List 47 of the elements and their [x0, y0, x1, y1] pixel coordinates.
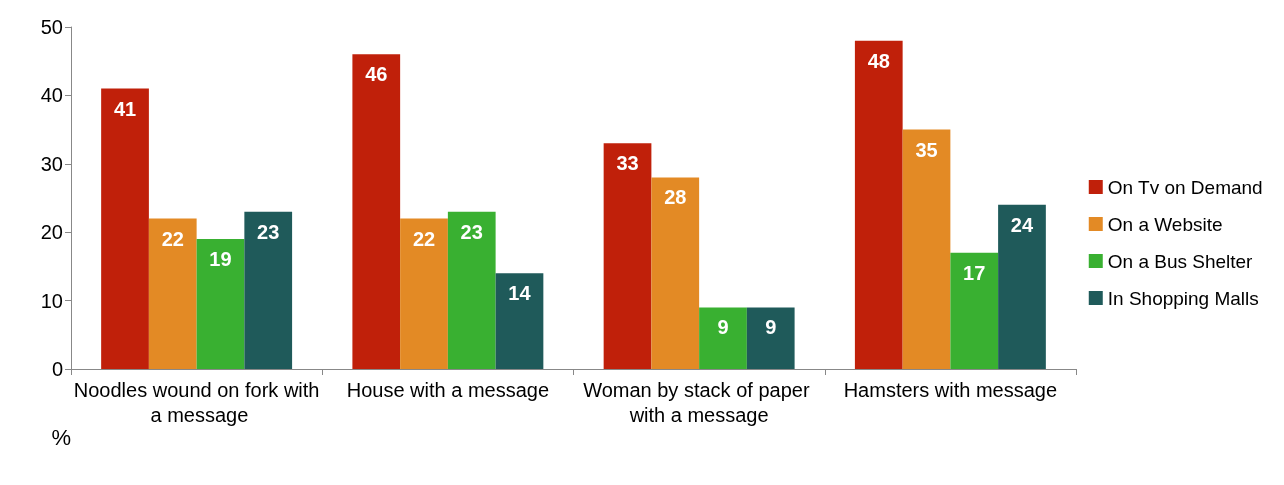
data-label: 17 — [963, 261, 986, 284]
data-label: 41 — [113, 97, 137, 120]
bar — [746, 307, 795, 369]
bar — [148, 218, 197, 369]
x-tick-label: Hamsters with message — [843, 378, 1058, 401]
y-tick-label: 30 — [40, 152, 63, 175]
data-label: 35 — [915, 138, 938, 161]
y-tick-label: 20 — [40, 221, 63, 244]
data-label: 9 — [765, 316, 777, 339]
data-label: 23 — [257, 220, 280, 243]
x-tick-label: Noodles wound on fork with a message — [73, 378, 320, 426]
legend-label: On Tv on Demand — [1107, 176, 1263, 198]
bar — [352, 54, 401, 369]
bar — [495, 273, 544, 369]
y-tick-label: 0 — [51, 358, 63, 380]
bar — [447, 211, 496, 369]
y-tick-label: 40 — [40, 84, 63, 107]
bar — [603, 143, 652, 369]
bar — [902, 129, 951, 369]
legend-label: In Shopping Malls — [1107, 287, 1259, 309]
data-label: 22 — [412, 227, 436, 250]
legend-label: On a Website — [1107, 213, 1223, 235]
data-label: 22 — [161, 227, 184, 250]
bar — [196, 239, 245, 369]
bar — [400, 218, 448, 369]
bar — [998, 204, 1046, 369]
data-label: 19 — [209, 248, 232, 271]
data-label: 9 — [717, 316, 729, 339]
data-label: 24 — [1010, 213, 1034, 236]
bar — [651, 177, 700, 369]
bar — [854, 40, 903, 369]
bar — [699, 307, 747, 369]
data-label: 14 — [508, 282, 532, 305]
data-label: 23 — [460, 220, 483, 243]
data-label: 48 — [867, 49, 890, 72]
bar — [244, 211, 293, 369]
x-tick-label: House with a message — [346, 378, 550, 401]
bar — [101, 88, 149, 369]
data-label: 28 — [664, 186, 687, 209]
y-tick-label: 10 — [40, 289, 63, 312]
legend-label: On a Bus Shelter — [1107, 250, 1254, 272]
data-label: 46 — [365, 63, 388, 86]
data-label: 33 — [616, 152, 639, 175]
y-tick-label: 50 — [40, 16, 63, 38]
bar — [950, 252, 999, 369]
x-tick-label: Woman by stack of paper with a message — [583, 378, 816, 426]
y-axis-title: % — [51, 425, 71, 451]
